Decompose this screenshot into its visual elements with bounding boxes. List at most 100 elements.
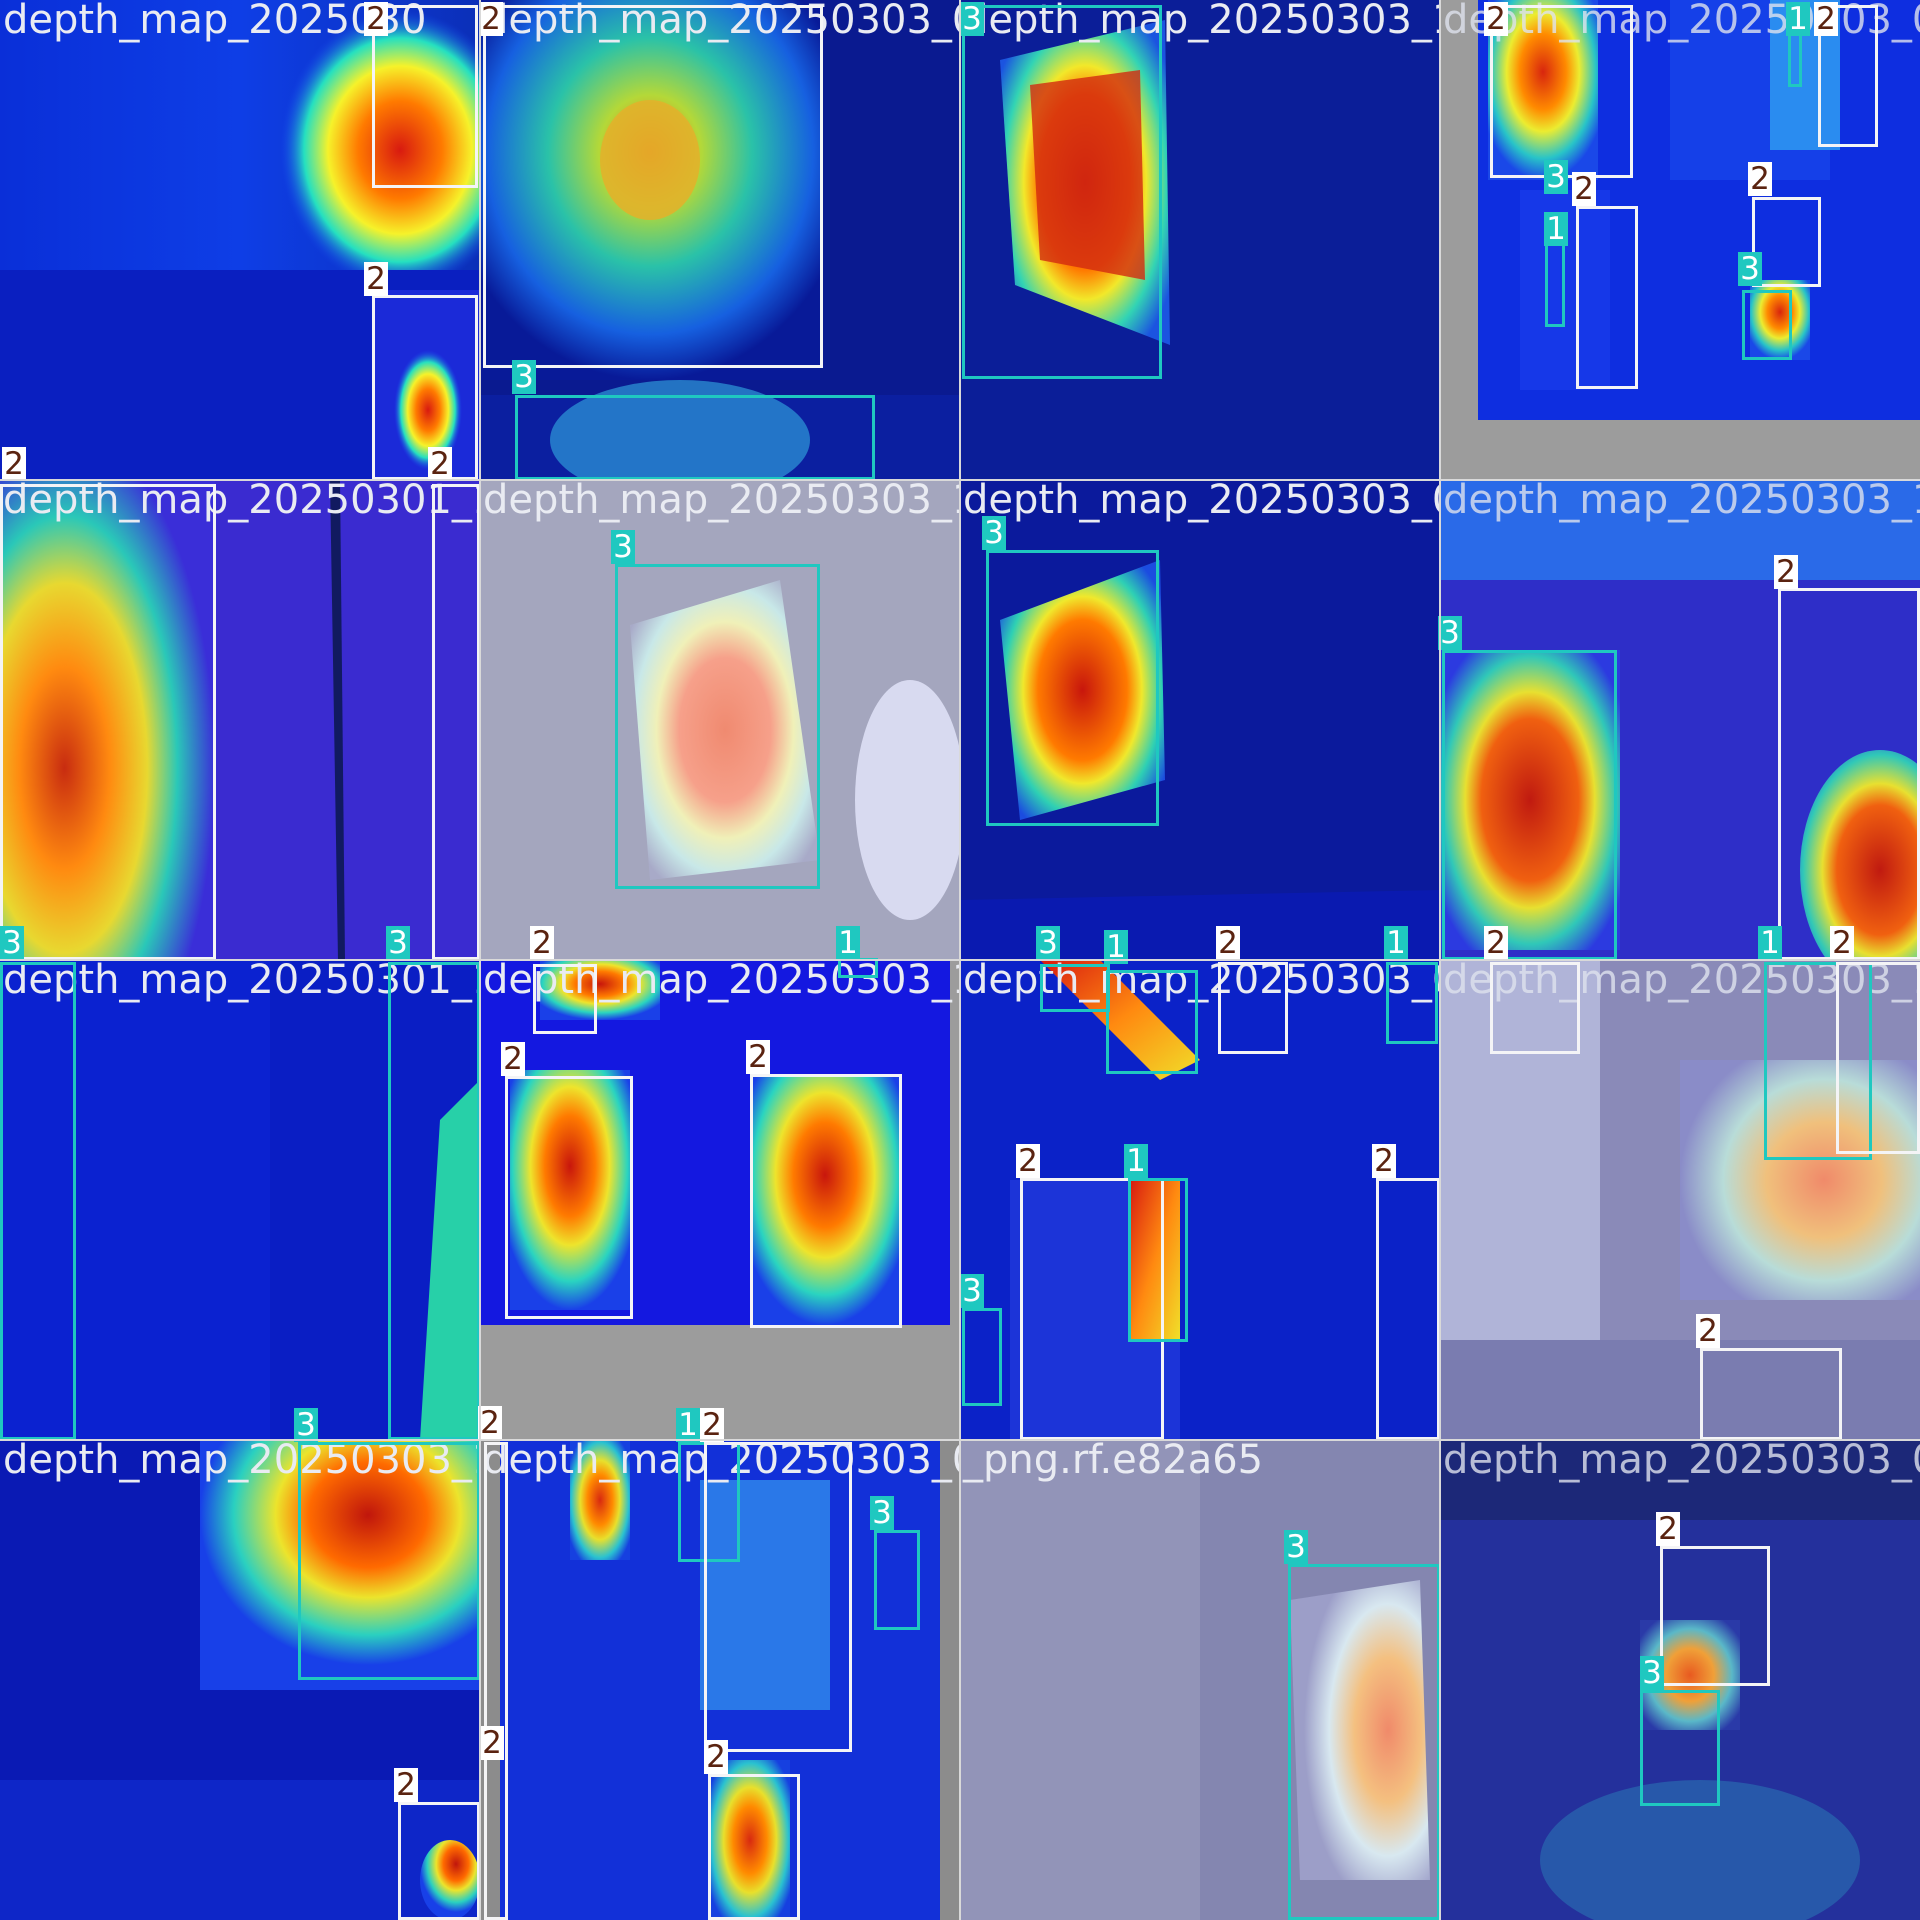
bbox-class-3 xyxy=(1640,1690,1720,1806)
thermal-image xyxy=(480,960,960,1440)
bbox-class-3 xyxy=(874,1530,920,1630)
bbox-class-3 xyxy=(962,1308,1002,1406)
bbox-class-2 xyxy=(432,484,480,960)
class-2-tag: 2 xyxy=(1484,2,1508,36)
thermal-image xyxy=(960,960,1440,1440)
class-2-tag: 2 xyxy=(1696,1314,1720,1348)
bbox-class-2 xyxy=(1020,1178,1164,1440)
bbox-class-2 xyxy=(708,1774,800,1920)
bbox-class-3 xyxy=(1040,964,1110,1012)
class-2-tag: 2 xyxy=(364,2,388,36)
bbox-class-1 xyxy=(1386,962,1438,1044)
bbox-class-2 xyxy=(533,964,597,1034)
class-2-tag: 2 xyxy=(704,1740,728,1774)
class-2-tag: 2 xyxy=(700,1408,724,1442)
tile-4: depth_map_20250303_0955 xyxy=(1440,0,1920,480)
class-3-tag: 3 xyxy=(960,1274,984,1308)
bbox-class-3 xyxy=(515,395,875,480)
tile-5: depth_map_20250301_1534 xyxy=(0,480,480,960)
class-2-tag: 2 xyxy=(364,262,388,296)
class-1-tag: 1 xyxy=(1384,926,1408,960)
class-2-tag: 2 xyxy=(1748,162,1772,196)
class-2-tag: 2 xyxy=(746,1040,770,1074)
thermal-image xyxy=(480,0,960,480)
class-2-tag: 2 xyxy=(480,1726,504,1760)
bbox-class-2 xyxy=(484,1442,508,1920)
tile-9: depth_map_20250301_1535 xyxy=(0,960,480,1440)
thermal-image xyxy=(1440,1440,1920,1920)
bbox-class-2 xyxy=(750,1074,902,1328)
class-2-tag: 2 xyxy=(1484,926,1508,960)
class-3-tag: 3 xyxy=(870,1496,894,1530)
class-2-tag: 2 xyxy=(1216,926,1240,960)
bbox-class-2 xyxy=(1490,962,1580,1054)
thermal-image xyxy=(0,480,480,960)
class-3-tag: 3 xyxy=(611,530,635,564)
class-2-tag: 2 xyxy=(530,926,554,960)
thermal-image xyxy=(1440,0,1920,480)
bbox-class-2 xyxy=(1218,962,1288,1054)
bbox-class-1 xyxy=(1128,1178,1188,1342)
bbox-class-3 xyxy=(1742,290,1792,360)
class-3-tag: 3 xyxy=(294,1408,318,1442)
bbox-class-2 xyxy=(398,1802,480,1920)
thermal-image xyxy=(480,480,960,960)
bbox-class-3 xyxy=(986,550,1159,826)
class-1-tag: 1 xyxy=(1544,212,1568,246)
bbox-class-3 xyxy=(388,962,480,1440)
bbox-class-2 xyxy=(1490,5,1633,178)
bbox-class-2 xyxy=(1700,1348,1842,1440)
bbox-class-2 xyxy=(1818,5,1878,147)
class-3-tag: 3 xyxy=(386,926,410,960)
class-3-tag: 3 xyxy=(1036,926,1060,960)
bbox-class-2 xyxy=(704,1442,852,1752)
bbox-class-1 xyxy=(1106,970,1198,1074)
bbox-class-1 xyxy=(838,958,878,978)
bbox-class-2 xyxy=(1576,206,1638,389)
tile-8: depth_map_20250303_1606 xyxy=(1440,480,1920,960)
thermal-image xyxy=(0,960,480,1440)
thermal-image xyxy=(480,1440,960,1920)
bbox-class-3 xyxy=(615,564,820,889)
bbox-class-2 xyxy=(1376,1178,1440,1440)
bbox-class-2 xyxy=(372,5,478,188)
bbox-class-3 xyxy=(298,1442,480,1680)
thermal-image xyxy=(960,0,1440,480)
grid-divider xyxy=(0,479,1920,481)
class-1-tag: 1 xyxy=(836,926,860,960)
bbox-class-3 xyxy=(0,962,76,1440)
bbox-class-2 xyxy=(1836,962,1920,1154)
bbox-class-2 xyxy=(505,1076,633,1319)
class-2-tag: 2 xyxy=(479,2,503,36)
grid-divider xyxy=(0,1439,1920,1441)
thermal-image xyxy=(960,480,1440,960)
class-2-tag: 2 xyxy=(428,447,452,481)
tile-14: depth_map_20250303_0955 xyxy=(480,1440,960,1920)
bbox-class-2 xyxy=(1752,197,1821,287)
class-1-tag: 1 xyxy=(1758,926,1782,960)
bbox-class-2 xyxy=(0,484,216,960)
grid-divider xyxy=(0,959,1920,961)
class-2-tag: 2 xyxy=(1016,1144,1040,1178)
class-3-tag: 3 xyxy=(1738,252,1762,286)
class-3-tag: 3 xyxy=(0,926,24,960)
class-1-tag: 1 xyxy=(1786,2,1810,36)
class-2-tag: 2 xyxy=(1814,2,1838,36)
class-2-tag: 2 xyxy=(1372,1144,1396,1178)
bbox-class-2 xyxy=(1778,588,1920,960)
class-3-tag: 3 xyxy=(1544,160,1568,194)
class-3-tag: 3 xyxy=(1438,616,1462,650)
thermal-image xyxy=(1440,480,1920,960)
class-2-tag: 2 xyxy=(1774,555,1798,589)
class-2-tag: 2 xyxy=(1572,172,1596,206)
class-3-tag: 3 xyxy=(982,516,1006,550)
bbox-class-2 xyxy=(372,295,478,480)
bbox-class-3 xyxy=(1442,650,1617,960)
bbox-class-2 xyxy=(483,5,823,368)
bbox-class-3 xyxy=(962,5,1162,379)
class-3-tag: 3 xyxy=(1640,1656,1664,1690)
class-1-tag: 1 xyxy=(676,1408,700,1442)
class-2-tag: 2 xyxy=(501,1042,525,1076)
bbox-class-3 xyxy=(1288,1564,1440,1920)
